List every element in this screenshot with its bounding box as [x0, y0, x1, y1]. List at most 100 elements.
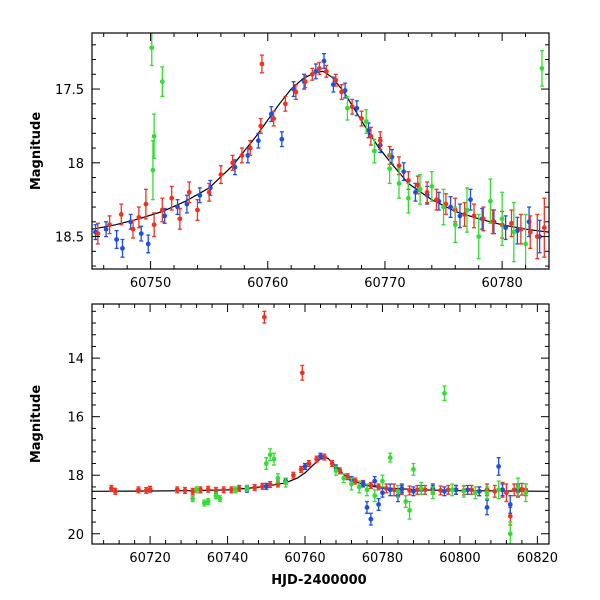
data-point — [359, 110, 364, 127]
data-point — [260, 482, 265, 490]
y-axis-label: Magnitude — [29, 112, 44, 191]
data-point — [103, 221, 109, 238]
data-point — [360, 480, 366, 488]
x-axis-label: HJD-2400000 — [271, 573, 366, 588]
data-point — [194, 486, 199, 494]
x-tick-label: 60760 — [284, 551, 325, 566]
x-tick-label: 60780 — [481, 276, 522, 291]
data-point — [457, 203, 463, 229]
data-point — [462, 201, 468, 227]
data-point — [151, 113, 157, 160]
data-point — [145, 234, 151, 254]
data-point — [468, 188, 473, 211]
data-point — [503, 215, 509, 241]
data-point — [95, 222, 101, 245]
data-point — [368, 512, 374, 526]
data-point — [345, 473, 351, 481]
data-point — [464, 187, 470, 233]
data-point — [205, 497, 211, 506]
data-point — [500, 483, 505, 497]
data-point — [195, 199, 200, 221]
data-point — [130, 219, 136, 239]
data-point — [306, 459, 312, 468]
data-point — [387, 483, 393, 497]
data-point — [323, 64, 329, 78]
data-point — [399, 483, 405, 494]
y-tick-label: 14 — [67, 352, 84, 367]
data-point — [190, 495, 196, 503]
data-point — [302, 75, 308, 89]
data-point — [539, 50, 545, 87]
data-point — [267, 448, 273, 462]
data-point — [511, 201, 517, 263]
data-point — [230, 154, 236, 171]
data-point — [507, 521, 513, 544]
data-point — [383, 483, 389, 494]
data-point — [368, 481, 374, 490]
data-point — [232, 486, 238, 494]
data-point — [341, 473, 347, 484]
data-point — [333, 465, 339, 476]
data-point — [197, 187, 203, 204]
data-point — [217, 495, 223, 503]
data-point — [108, 484, 114, 492]
data-point — [162, 207, 168, 224]
data-point — [143, 486, 149, 495]
data-point — [267, 481, 273, 489]
data-point — [430, 486, 436, 500]
data-point — [380, 474, 385, 488]
data-point — [114, 229, 120, 250]
data-point — [112, 487, 118, 495]
data-point — [182, 486, 188, 495]
data-point — [422, 484, 428, 495]
data-point — [372, 489, 378, 503]
data-point — [354, 100, 360, 117]
data-point — [177, 207, 183, 230]
data-point — [445, 484, 451, 495]
data-point — [424, 181, 430, 204]
data-point — [396, 168, 402, 199]
data-point — [541, 197, 547, 258]
data-point — [411, 486, 416, 497]
data-point — [333, 73, 339, 87]
data-point — [364, 500, 370, 514]
data-point — [349, 98, 355, 115]
data-point — [403, 495, 409, 509]
data-point — [206, 182, 212, 202]
data-point — [438, 485, 443, 496]
data-point — [473, 486, 478, 500]
data-point — [523, 483, 529, 503]
y-axis-label: Magnitude — [29, 385, 44, 464]
bottom-panel: 60720 60740 60760 60780 60800 60820 14 16 18 20 Ma… — [29, 303, 558, 566]
data-point — [259, 54, 265, 74]
data-point — [488, 178, 493, 224]
data-point — [405, 182, 411, 214]
data-point — [159, 66, 165, 98]
data-point — [184, 194, 190, 214]
model-curve — [92, 456, 549, 492]
data-point — [151, 212, 157, 238]
x-tick-label: 60740 — [207, 551, 248, 566]
data-point — [201, 499, 207, 507]
data-point — [282, 95, 288, 112]
data-point — [120, 238, 125, 258]
data-point — [236, 484, 242, 492]
data-point — [321, 453, 327, 461]
data-point — [407, 500, 412, 520]
data-point — [476, 213, 482, 260]
data-point — [448, 196, 453, 219]
data-point — [218, 165, 224, 185]
plot-frame — [91, 32, 550, 270]
data-point — [411, 462, 416, 476]
data-point — [372, 476, 378, 487]
data-point — [499, 191, 505, 247]
y-tick-label: 18 — [67, 157, 84, 172]
data-point — [407, 485, 412, 496]
plot-frame — [91, 303, 550, 545]
data-point — [376, 497, 381, 511]
x-tick-label: 60800 — [439, 551, 480, 566]
blue-series — [244, 452, 521, 526]
green-series — [149, 33, 545, 269]
top-panel: 60750 60760 60770 60780 17.5 18 18.5 Magnitude — [29, 32, 550, 291]
